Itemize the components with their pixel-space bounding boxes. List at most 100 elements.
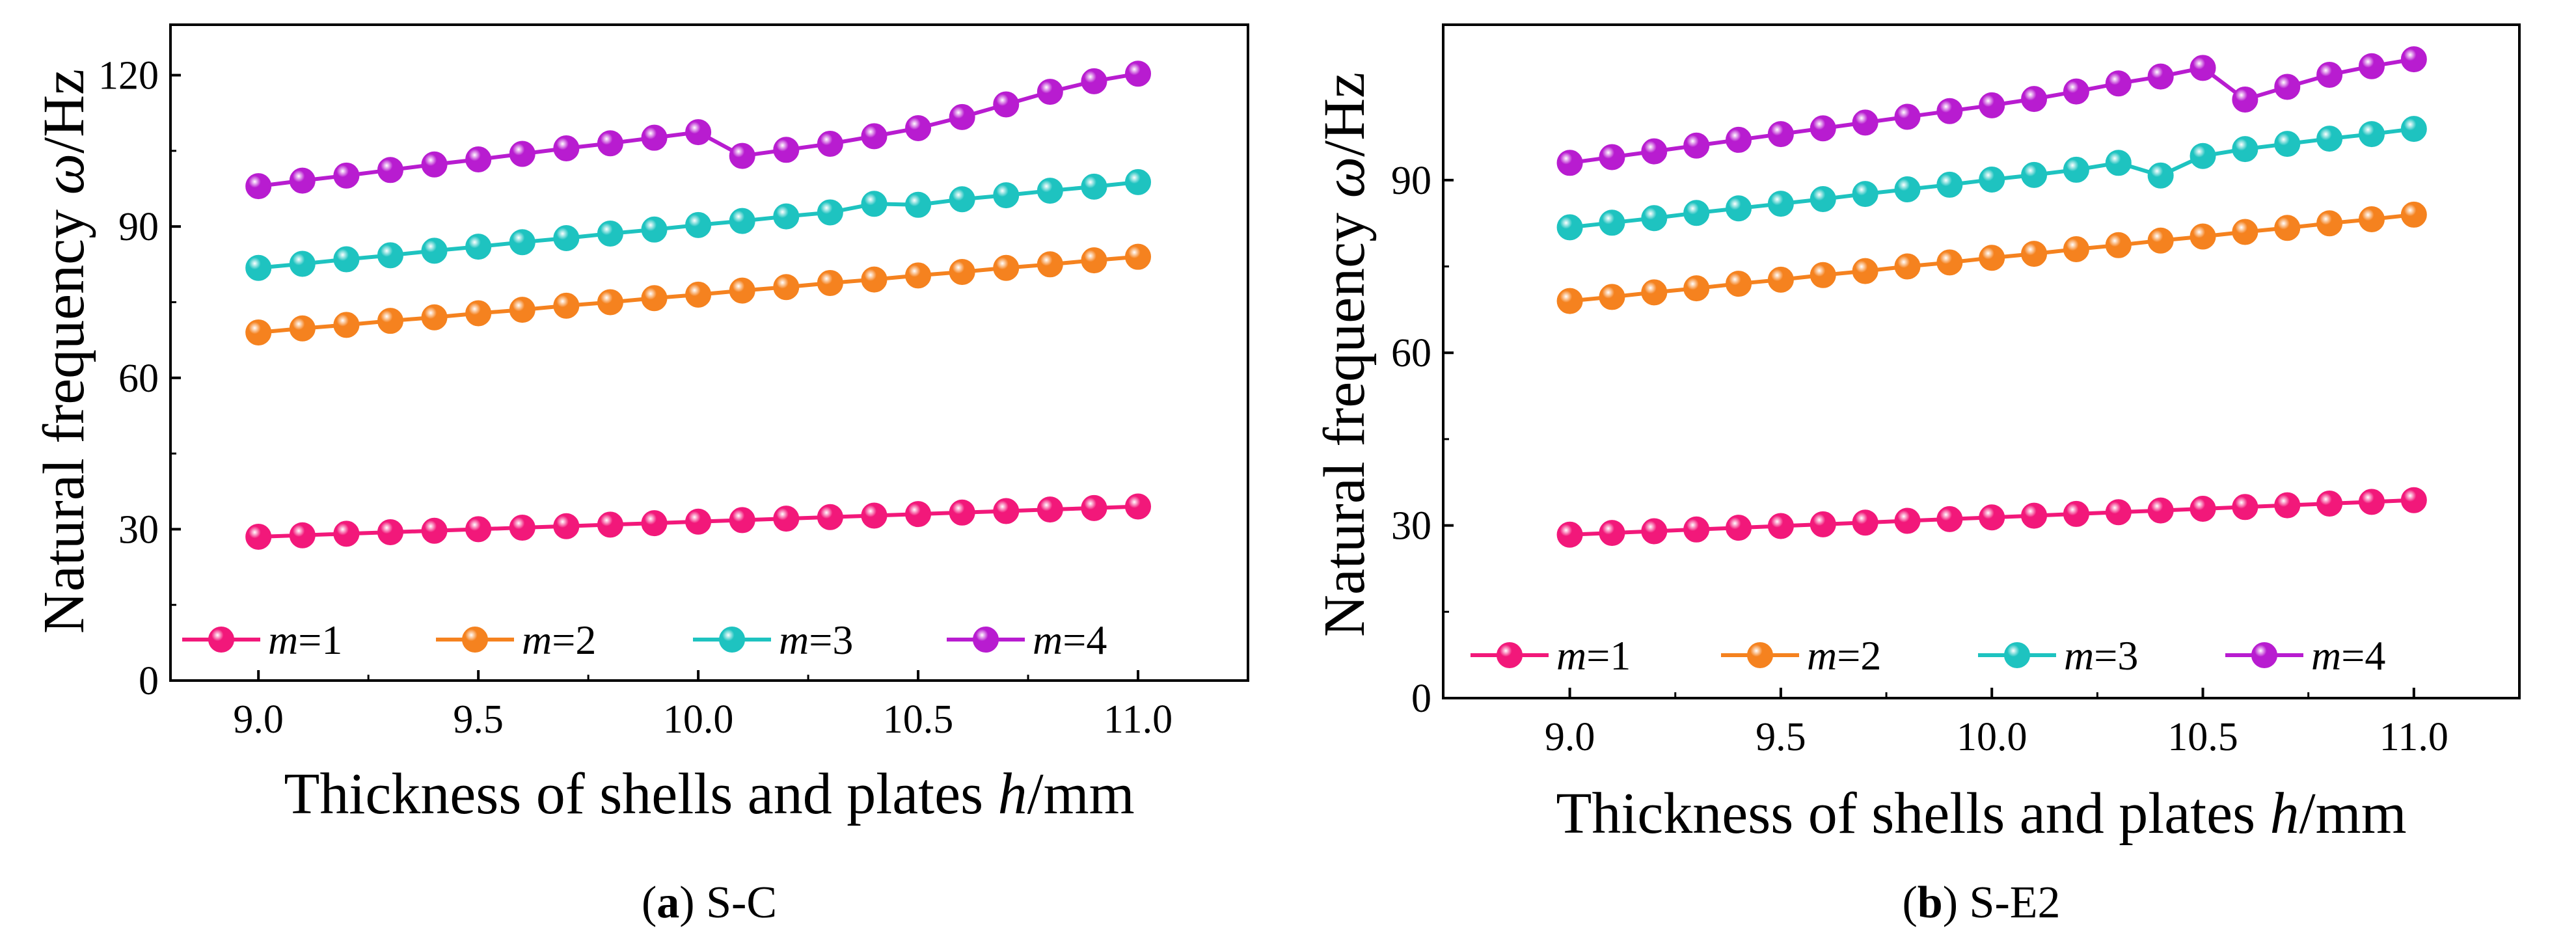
data-point [1081, 173, 1107, 200]
data-point [905, 262, 932, 289]
data-point [993, 254, 1020, 281]
series-m4 [245, 61, 1152, 200]
data-point [773, 506, 800, 532]
series-m3 [1556, 116, 2427, 241]
data-point [1683, 132, 1710, 159]
legend-label: m=4 [1033, 617, 1107, 663]
data-point [1979, 245, 2005, 271]
data-point [861, 266, 888, 293]
data-point [289, 250, 316, 277]
data-point [2147, 63, 2174, 90]
data-point [1037, 251, 1063, 278]
data-point [2190, 223, 2216, 250]
data-point [1037, 79, 1063, 105]
data-point [597, 221, 623, 247]
data-point [1683, 200, 1710, 226]
plot-frame [169, 23, 1249, 682]
legend-swatch-marker [719, 627, 745, 653]
data-point [289, 522, 316, 548]
data-point [245, 319, 272, 345]
legend-label: m=3 [2064, 632, 2138, 679]
chart-a: 0 30 60 90 120 9.0 9.5 10.0 10.5 11.0 m=1 m=2 m=3 m=4… [32, 23, 1249, 928]
data-point [2232, 219, 2258, 245]
data-point [553, 513, 580, 539]
data-point [1599, 520, 1625, 547]
data-point [1556, 214, 1583, 241]
data-point [993, 91, 1020, 118]
data-point [509, 229, 536, 256]
data-point [1081, 494, 1107, 521]
data-point [1037, 178, 1063, 204]
data-point [1683, 516, 1710, 543]
data-point [1556, 150, 1583, 176]
data-point [2147, 227, 2174, 254]
data-point [245, 254, 272, 281]
data-point [1979, 92, 2005, 118]
data-point [1037, 496, 1063, 523]
data-point [2105, 70, 2132, 97]
data-point [1726, 271, 1752, 297]
data-point [2316, 210, 2343, 237]
data-point [1641, 518, 1668, 545]
data-point [465, 516, 492, 543]
series-m2 [245, 243, 1152, 345]
data-point [993, 182, 1020, 209]
data-point [2358, 121, 2385, 148]
data-point [1810, 262, 1836, 288]
data-point [641, 510, 668, 537]
subfigure-caption: (b) S-E2 [1902, 878, 2060, 928]
data-point [1556, 521, 1583, 548]
x-tick-label: 10.0 [1957, 715, 2027, 759]
data-point [685, 508, 712, 535]
x-axis-label: Thickness of shells and plates h/mm [1556, 781, 2406, 846]
data-point [465, 146, 492, 173]
data-point [1125, 493, 1152, 520]
data-point [949, 103, 975, 130]
data-point [817, 130, 843, 157]
y-tick-label: 0 [1411, 677, 1431, 721]
data-point [465, 234, 492, 260]
data-point [2274, 215, 2301, 241]
x-tick-label: 10.0 [663, 697, 734, 742]
data-point [1599, 284, 1625, 310]
data-point [729, 208, 755, 234]
data-point [333, 520, 360, 547]
data-point [2316, 126, 2343, 152]
data-point [1125, 243, 1152, 270]
data-point [1599, 144, 1625, 170]
data-point [685, 119, 712, 146]
legend-swatch-marker [973, 627, 999, 653]
data-point [2358, 206, 2385, 232]
y-tick-label: 120 [98, 54, 159, 98]
series-m1 [245, 493, 1152, 550]
data-point [2274, 492, 2301, 519]
data-point [1081, 247, 1107, 274]
data-point [641, 124, 668, 151]
data-point [2105, 499, 2132, 526]
data-point [2021, 502, 2048, 529]
y-tick-label: 60 [1391, 331, 1431, 375]
x-tick-label: 9.0 [233, 697, 284, 742]
data-point [1125, 169, 1152, 195]
data-point [1726, 126, 1752, 153]
data-point [773, 203, 800, 230]
legend-item: m=2 [1721, 632, 1881, 679]
x-tick-label: 11.0 [2379, 715, 2448, 759]
data-point [905, 501, 932, 528]
data-point [509, 515, 536, 541]
data-point [2274, 131, 2301, 157]
x-tick-label: 10.5 [883, 697, 954, 742]
data-point [1810, 511, 1836, 537]
data-point [2021, 161, 2048, 188]
y-tick-label: 30 [118, 507, 159, 552]
data-point [333, 162, 360, 189]
x-tick-label: 9.0 [1545, 715, 1595, 759]
data-point [2274, 74, 2301, 100]
data-point [421, 517, 448, 544]
data-point [245, 173, 272, 200]
legend-label: m=1 [268, 617, 342, 663]
data-point [729, 142, 755, 169]
data-point [509, 141, 536, 167]
data-point [993, 498, 1020, 524]
data-point [773, 137, 800, 163]
